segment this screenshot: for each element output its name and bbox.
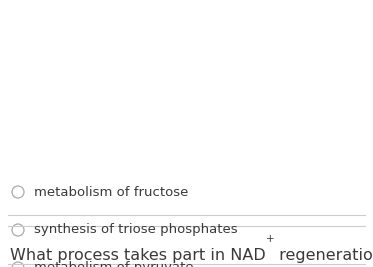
Text: metabolism of pyruvate: metabolism of pyruvate bbox=[34, 261, 194, 267]
Text: What process takes part in NAD: What process takes part in NAD bbox=[10, 248, 266, 263]
Text: metabolism of fructose: metabolism of fructose bbox=[34, 186, 188, 198]
Text: regeneration?: regeneration? bbox=[275, 248, 373, 263]
Text: +: + bbox=[266, 234, 275, 244]
Text: synthesis of triose phosphates: synthesis of triose phosphates bbox=[34, 223, 238, 237]
